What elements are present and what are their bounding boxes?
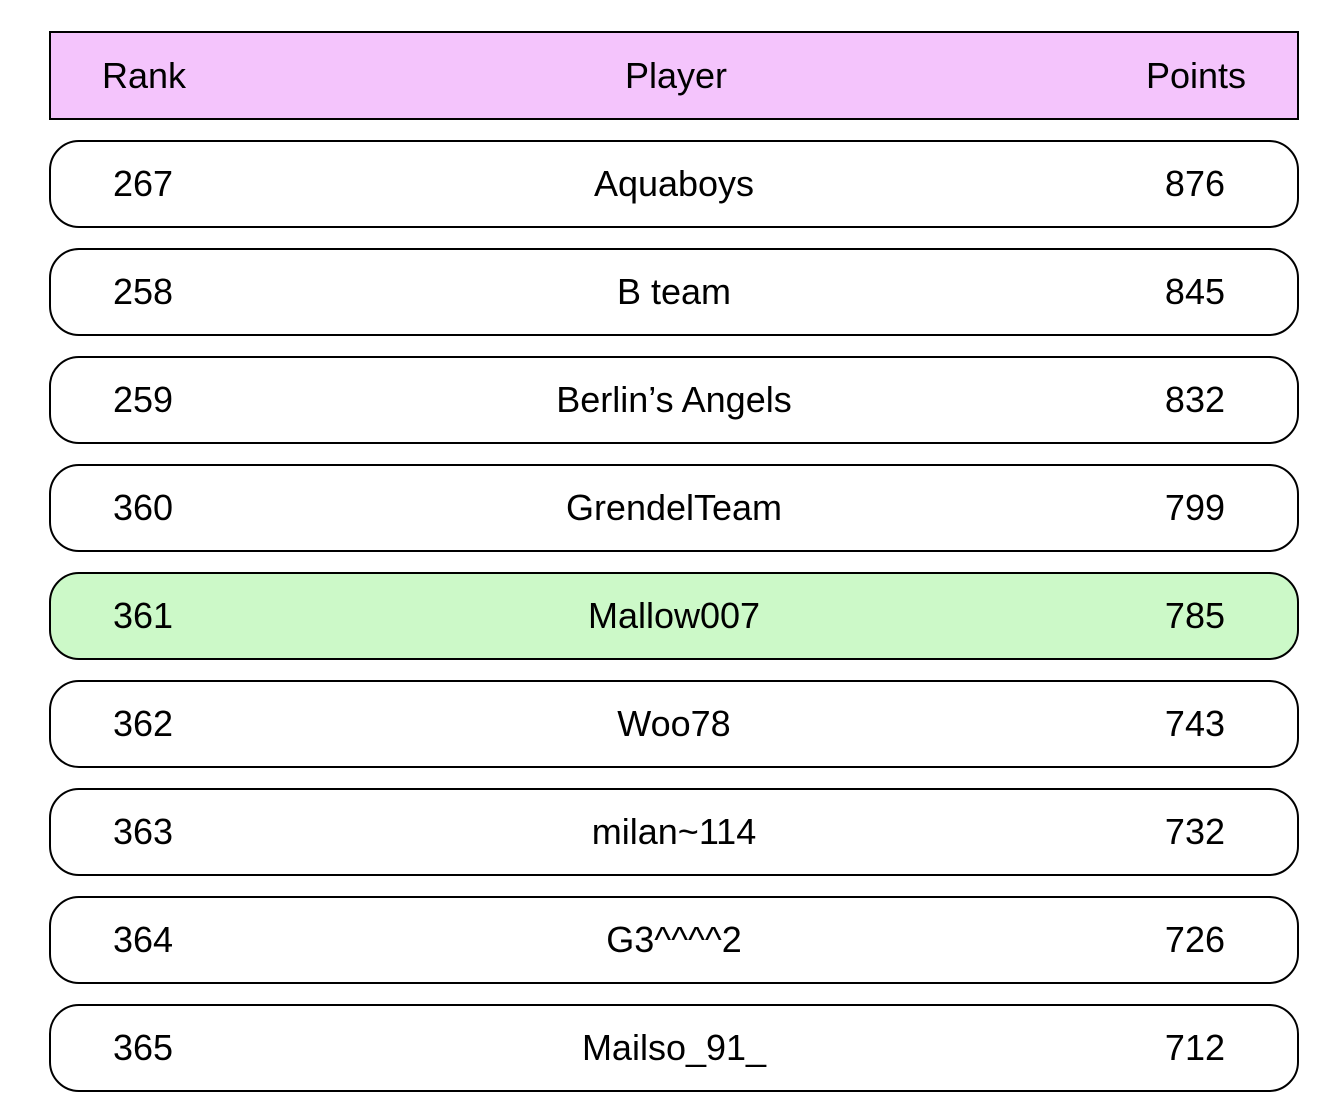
leaderboard-row[interactable]: 267 Aquaboys 876 (49, 140, 1299, 228)
row-points: 712 (1164, 1027, 1225, 1068)
row-rank: 267 (113, 163, 174, 204)
row-player: B team (616, 271, 732, 312)
row-player: Berlin’s Angels (556, 379, 792, 420)
leaderboard-header: Rank Player Points (49, 31, 1299, 120)
leaderboard-row[interactable]: 364 G3^^^^2 726 (49, 896, 1299, 984)
leaderboard-rows: 267 Aquaboys 876 258 B team 845 259 Berl… (49, 140, 1299, 1092)
leaderboard-row-current-player[interactable]: 361 Mallow007 785 (49, 572, 1299, 660)
row-points: 726 (1164, 919, 1225, 960)
leaderboard: Rank Player Points 267 Aquaboys 876 258 … (49, 31, 1299, 1112)
row-rank: 364 (113, 919, 174, 960)
row-rank: 365 (113, 1027, 174, 1068)
leaderboard-row[interactable]: 258 B team 845 (49, 248, 1299, 336)
rank-column-header: Rank (102, 54, 187, 96)
row-rank: 363 (113, 811, 174, 852)
leaderboard-row[interactable]: 259 Berlin’s Angels 832 (49, 356, 1299, 444)
row-rank: 360 (113, 487, 174, 528)
row-rank: 362 (113, 703, 174, 744)
leaderboard-row[interactable]: 360 GrendelTeam 799 (49, 464, 1299, 552)
leaderboard-row[interactable]: 362 Woo78 743 (49, 680, 1299, 768)
row-points: 845 (1164, 271, 1225, 312)
row-points: 876 (1164, 163, 1225, 204)
leaderboard-row[interactable]: 365 Mailso_91_ 712 (49, 1004, 1299, 1092)
leaderboard-row[interactable]: 363 milan~114 732 (49, 788, 1299, 876)
row-rank: 361 (113, 595, 174, 636)
row-points: 799 (1164, 487, 1225, 528)
row-player: G3^^^^2 (606, 919, 742, 960)
points-column-header: Points (1145, 54, 1246, 96)
row-player: Mallow007 (587, 595, 761, 636)
row-player: Woo78 (617, 703, 731, 744)
row-points: 785 (1164, 595, 1225, 636)
row-points: 743 (1164, 703, 1225, 744)
row-player: Aquaboys (593, 163, 755, 204)
row-player: milan~114 (591, 811, 757, 852)
row-points: 732 (1164, 811, 1225, 852)
player-column-header: Player (624, 54, 728, 96)
row-rank: 259 (113, 379, 174, 420)
row-player: Mailso_91_ (581, 1027, 767, 1068)
row-rank: 258 (113, 271, 174, 312)
row-points: 832 (1164, 379, 1225, 420)
row-player: GrendelTeam (565, 487, 783, 528)
